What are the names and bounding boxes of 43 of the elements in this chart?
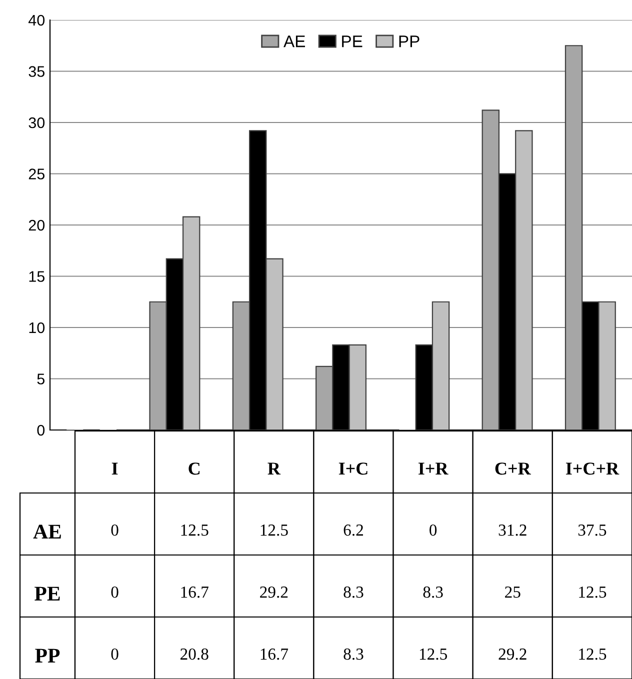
data-label: 12.5 [579,586,606,598]
x-tick-label: I [112,462,118,475]
data-label: 8.3 [344,648,364,660]
text: AE [33,524,61,538]
legend-label: AE [284,36,305,48]
x-tick-label: C+R [495,462,531,475]
y-tick-label: 5 [37,374,44,384]
data-label: 0 [111,648,118,660]
y-tick-label: 35 [28,66,44,77]
data-label: 12.5 [181,524,208,536]
x-tick-label: I+C [338,462,368,475]
legend-label: PE [342,36,362,48]
x-tick-label: I+C+R [566,462,620,475]
data-label: 12.5 [260,524,288,536]
data-label: 6.2 [344,524,363,536]
data-label: 8.3 [344,586,364,598]
data-label: 25 [505,586,520,598]
y-tick-label: 25 [28,168,44,180]
text: PP [35,648,60,662]
data-label: 16.7 [260,648,288,660]
x-tick-label: C [188,462,200,475]
y-tick-label: 0 [37,424,45,436]
data-label: 29.2 [260,586,288,598]
data-label: 20.8 [180,648,208,660]
y-tick-label: 40 [28,14,45,26]
data-label: 0 [430,524,437,536]
y-tick-label: 30 [28,117,45,128]
x-tick-label: R [268,462,281,475]
y-tick-label: 20 [28,220,45,231]
legend-label: PP [399,36,420,48]
text: PE [34,586,60,600]
x-tick-label: I+R [418,462,448,475]
data-label: 12.5 [579,648,606,660]
y-tick-label: 15 [29,271,44,282]
data-label: 0 [111,524,118,536]
data-label: 37.5 [578,524,606,536]
data-label: 8.3 [423,586,443,598]
data-label: 0 [111,586,118,598]
data-label: 29.2 [498,648,526,660]
data-label: 16.7 [181,586,208,598]
data-label: 12.5 [420,648,448,660]
y-tick-label: 10 [29,322,45,334]
data-label: 31.2 [498,524,526,536]
